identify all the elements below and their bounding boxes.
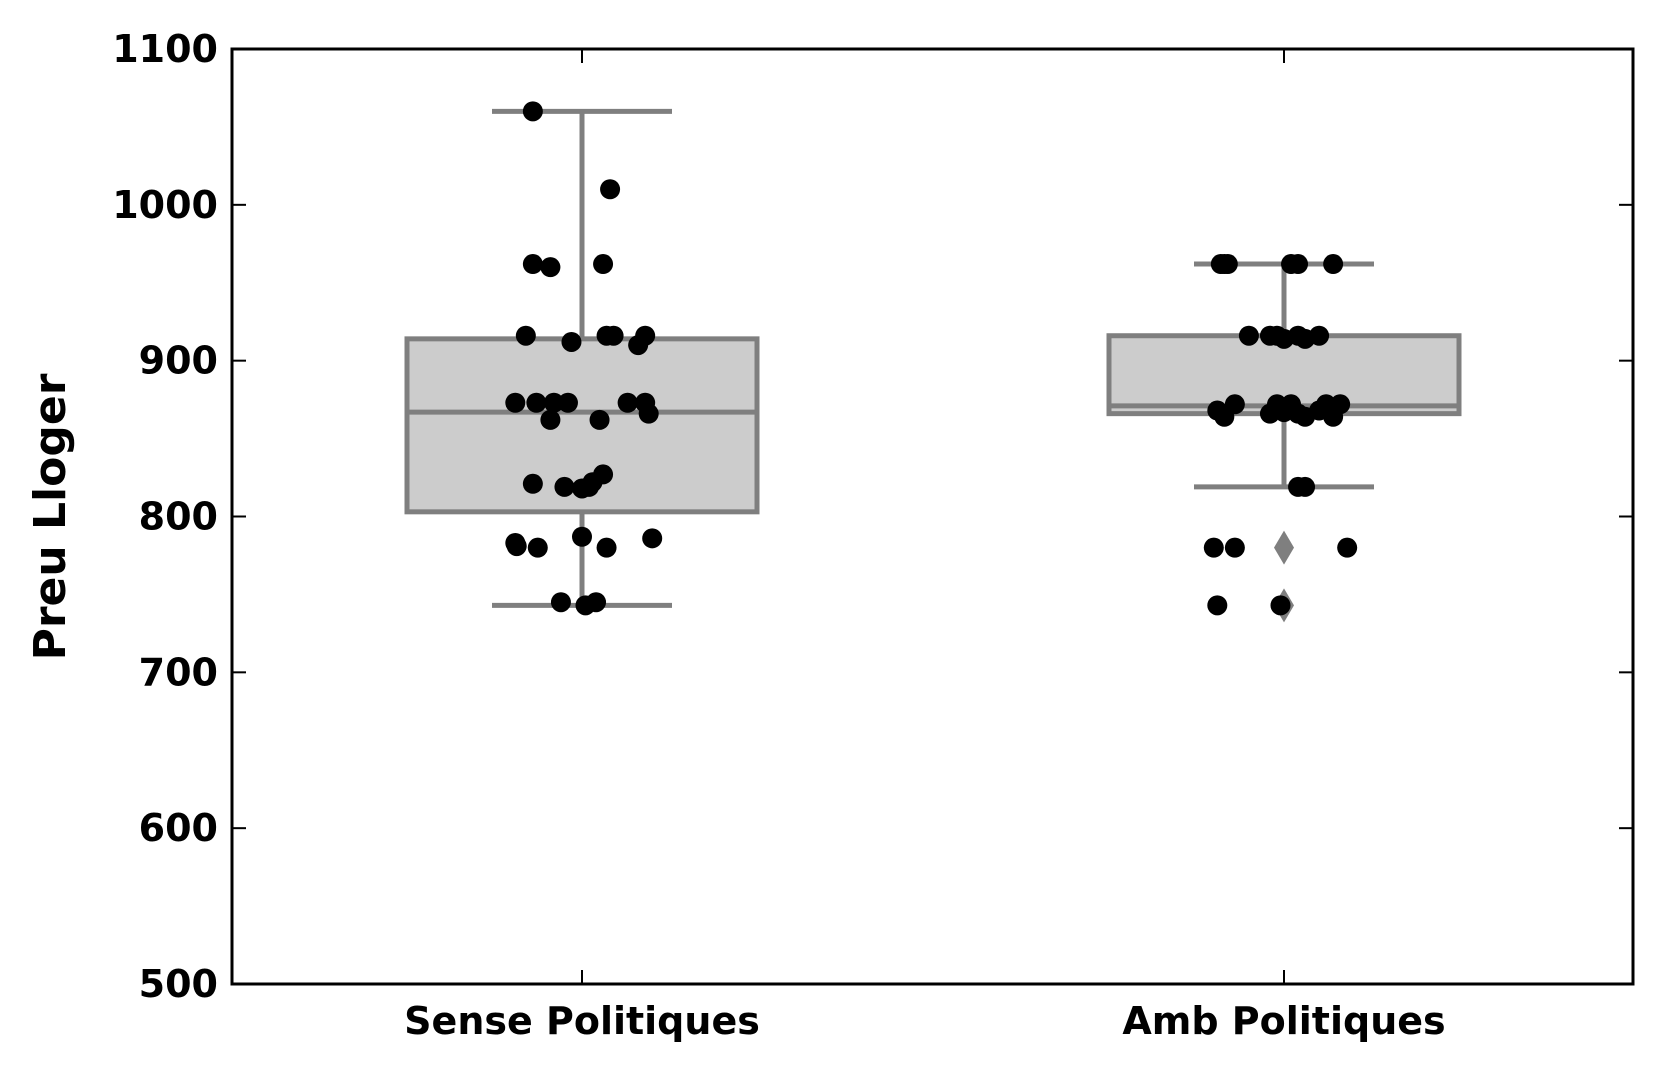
data-point xyxy=(550,592,571,613)
plot-area-frame xyxy=(230,47,1635,986)
data-point xyxy=(557,392,578,413)
data-point xyxy=(522,254,543,275)
data-point xyxy=(589,409,610,430)
y-axis-title: Preu Lloger xyxy=(25,373,76,660)
data-point xyxy=(1323,406,1344,427)
data-point xyxy=(561,331,582,352)
data-point xyxy=(596,537,617,558)
data-point xyxy=(1270,595,1291,616)
y-tick-label: 500 xyxy=(139,962,218,1006)
x-tick-marks xyxy=(581,49,1285,984)
y-tick-marks xyxy=(232,48,1633,985)
data-point xyxy=(1337,537,1358,558)
data-point xyxy=(522,473,543,494)
data-point xyxy=(603,325,624,346)
data-point xyxy=(522,101,543,122)
data-point xyxy=(1309,325,1330,346)
data-point xyxy=(1217,254,1238,275)
data-point xyxy=(505,392,526,413)
data-point xyxy=(543,392,564,413)
y-tick-label: 1100 xyxy=(112,27,218,71)
data-point xyxy=(540,257,561,278)
x-tick-label: Amb Politiques xyxy=(1122,999,1445,1043)
data-point xyxy=(1238,325,1259,346)
data-point xyxy=(586,592,607,613)
data-point xyxy=(1295,476,1316,497)
data-point xyxy=(554,476,575,497)
data-point xyxy=(638,403,659,424)
box-group xyxy=(1106,261,1462,623)
data-point xyxy=(572,526,592,547)
data-point xyxy=(593,254,614,275)
data-point xyxy=(527,537,548,558)
y-tick-label: 600 xyxy=(139,806,218,850)
data-point xyxy=(1207,595,1228,616)
y-tick-label: 800 xyxy=(139,495,218,539)
y-tick-labels: 500 600 700 800 900 1000 1100 xyxy=(112,27,218,1006)
data-points xyxy=(505,101,1358,616)
data-point xyxy=(1288,254,1309,275)
outlier-marker xyxy=(1274,530,1294,565)
box-groups xyxy=(404,108,1462,623)
data-point xyxy=(1224,537,1245,558)
data-point xyxy=(635,325,656,346)
x-tick-label: Sense Politiques xyxy=(404,999,760,1043)
data-point xyxy=(1295,406,1316,427)
data-point xyxy=(593,464,614,485)
y-tick-label: 1000 xyxy=(112,183,218,227)
y-tick-label: 900 xyxy=(139,339,218,383)
data-point xyxy=(515,325,536,346)
data-point xyxy=(1203,537,1224,558)
data-point xyxy=(526,392,547,413)
x-tick-labels: Sense Politiques Amb Politiques xyxy=(404,999,1445,1043)
data-point xyxy=(642,528,663,549)
y-tick-label: 700 xyxy=(139,650,218,694)
data-point xyxy=(1214,406,1235,427)
data-point xyxy=(506,536,527,557)
data-point xyxy=(1323,254,1344,275)
data-point xyxy=(600,179,621,200)
data-point xyxy=(617,392,638,413)
data-point xyxy=(540,409,561,430)
